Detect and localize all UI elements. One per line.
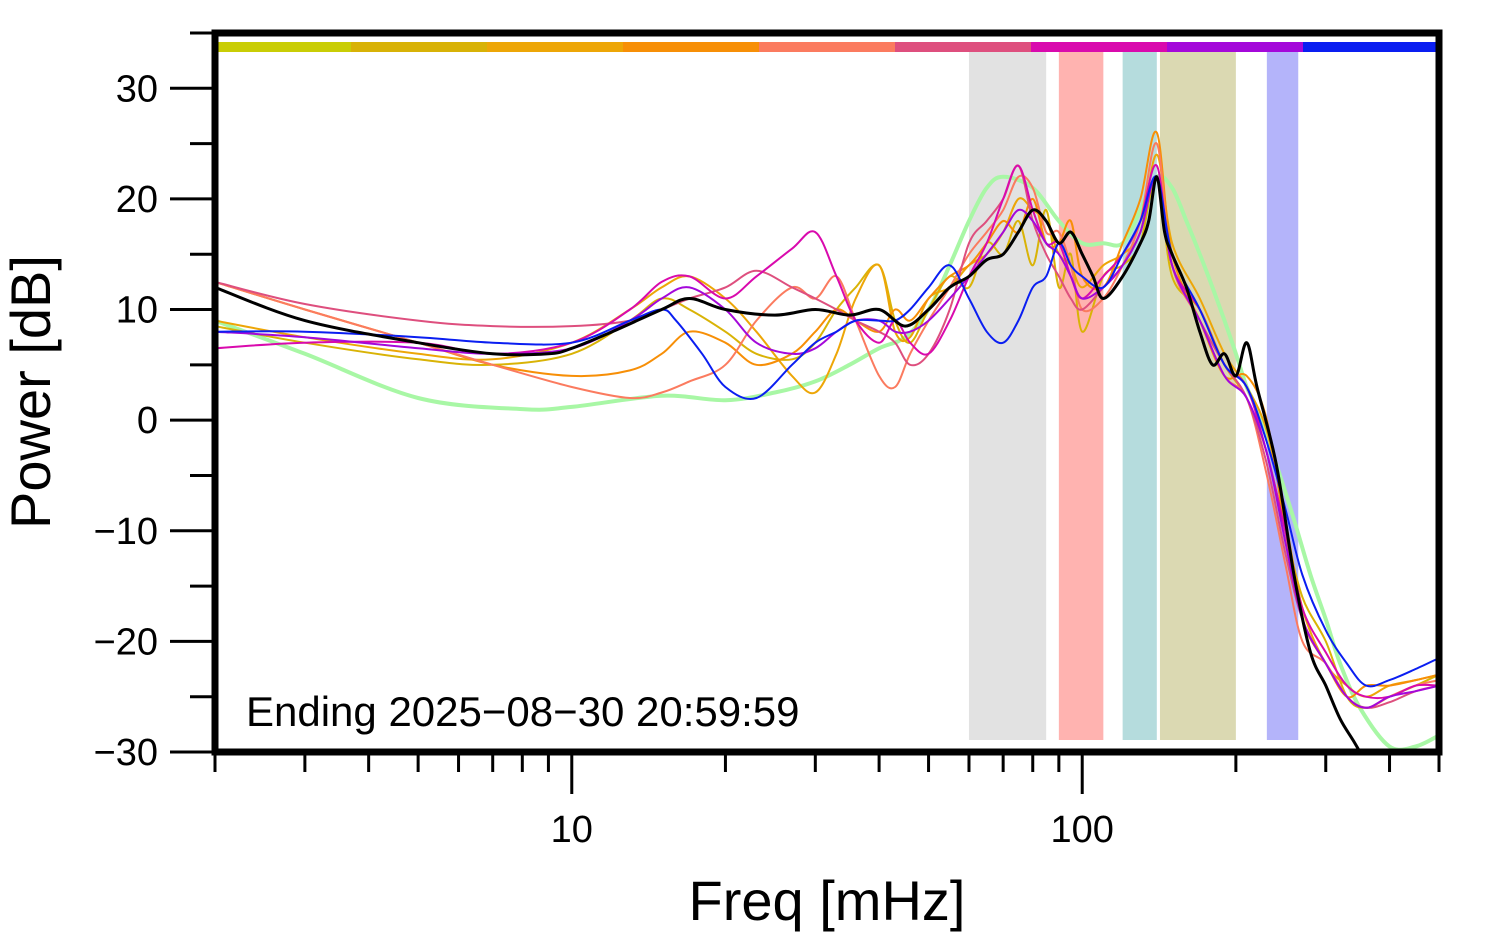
y-tick-label: −20 [94, 621, 158, 663]
series-line-2 [215, 175, 1439, 709]
series-line-6 [215, 164, 1439, 709]
x-tick-label: 10 [551, 809, 593, 851]
x-axis: 10 100 [213, 752, 1441, 851]
frequency-band-1 [968, 52, 1047, 740]
timestamp-annotation: Ending 2025−08−30 20:59:59 [246, 688, 800, 735]
x-tick-label: 100 [1051, 809, 1114, 851]
series-layer [215, 130, 1439, 752]
plot-frame [211, 29, 1443, 756]
series-line-8 [215, 175, 1439, 709]
series-line-1 [215, 173, 1439, 752]
y-tick-label: 0 [137, 400, 158, 442]
color-bar-segment-2 [351, 42, 488, 52]
y-axis: −30 −20 −10 0 10 20 30 [94, 31, 215, 774]
color-bar-segment-7 [1031, 42, 1168, 52]
series-line-7 [215, 164, 1439, 700]
color-bar-segment-8 [1167, 42, 1304, 52]
y-tick-label: −30 [94, 732, 158, 774]
frequency-band-5 [1266, 52, 1299, 740]
color-bar-segment-1 [215, 42, 352, 52]
y-tick-label: −10 [94, 511, 158, 553]
color-bar-segment-6 [895, 42, 1032, 52]
series-line-9 [215, 175, 1439, 688]
series-line-10 [215, 175, 1362, 752]
x-axis-title: Freq [mHz] [689, 869, 966, 932]
frequency-bands [968, 52, 1299, 740]
y-tick-label: 20 [116, 179, 158, 221]
color-bar-segment-3 [487, 42, 624, 52]
frequency-band-4 [1159, 52, 1236, 740]
color-bar-segment-4 [623, 42, 760, 52]
y-axis-title: Power [dB] [0, 255, 62, 529]
top-color-bar [215, 42, 1440, 52]
frequency-band-2 [1058, 52, 1104, 740]
y-tick-label: 30 [116, 68, 158, 110]
series-line-5 [215, 142, 1439, 709]
frequency-band-3 [1122, 52, 1157, 740]
color-bar-segment-9 [1303, 42, 1440, 52]
y-tick-label: 10 [116, 290, 158, 332]
color-bar-segment-5 [759, 42, 896, 52]
